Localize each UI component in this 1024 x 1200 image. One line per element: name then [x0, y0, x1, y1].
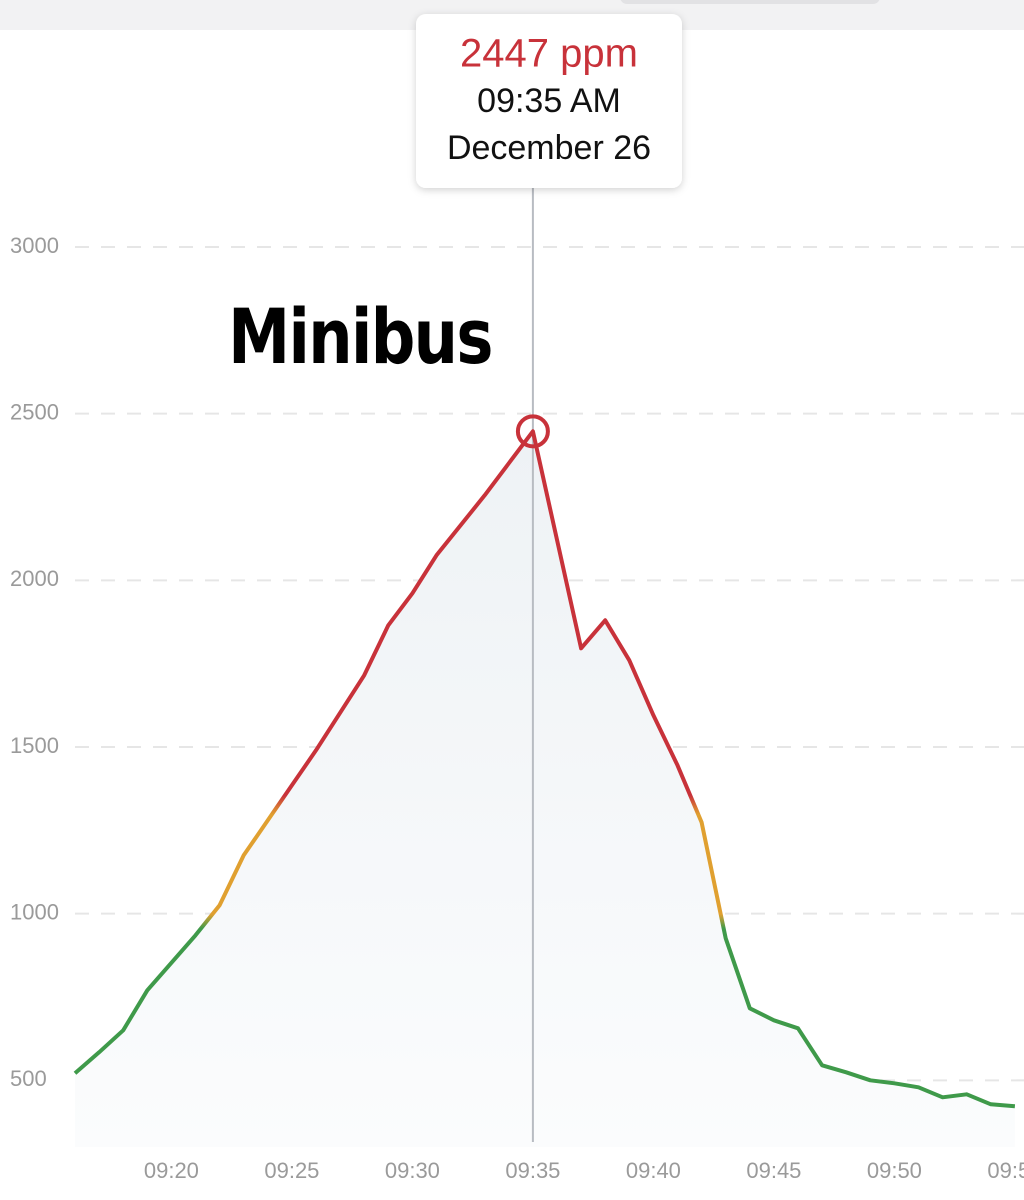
y-tick-label: 3000: [10, 233, 59, 258]
highlight-point: [515, 414, 550, 449]
y-tick-label: 1000: [10, 899, 59, 924]
x-tick-label: 09:20: [144, 1158, 199, 1183]
x-tick-label: 09:25: [264, 1158, 319, 1183]
x-tick-label: 09:45: [746, 1158, 801, 1183]
tooltip-box: [416, 14, 682, 188]
tooltip-date: December 26: [447, 129, 651, 167]
top-bar-handle: [620, 0, 880, 4]
y-tick-label: 500: [10, 1066, 47, 1091]
tooltip: 2447 ppm 09:35 AM December 26: [416, 14, 682, 188]
x-tick-label: 09:50: [867, 1158, 922, 1183]
data-line: [73, 429, 1016, 1109]
tooltip-time: 09:35 AM: [477, 82, 621, 120]
x-tick-label: 09:30: [385, 1158, 440, 1183]
y-tick-label: 2500: [10, 399, 59, 424]
y-tick-label: 2000: [10, 566, 59, 591]
tooltip-value: 2447 ppm: [460, 32, 638, 76]
y-tick-label: 1500: [10, 733, 59, 758]
x-tick-label: 09:40: [626, 1158, 681, 1183]
annotation: Minibus: [228, 293, 492, 382]
x-tick-label: 09:35: [505, 1158, 560, 1183]
x-tick-label: 09:55: [987, 1158, 1024, 1183]
area-fill: [75, 431, 1015, 1147]
